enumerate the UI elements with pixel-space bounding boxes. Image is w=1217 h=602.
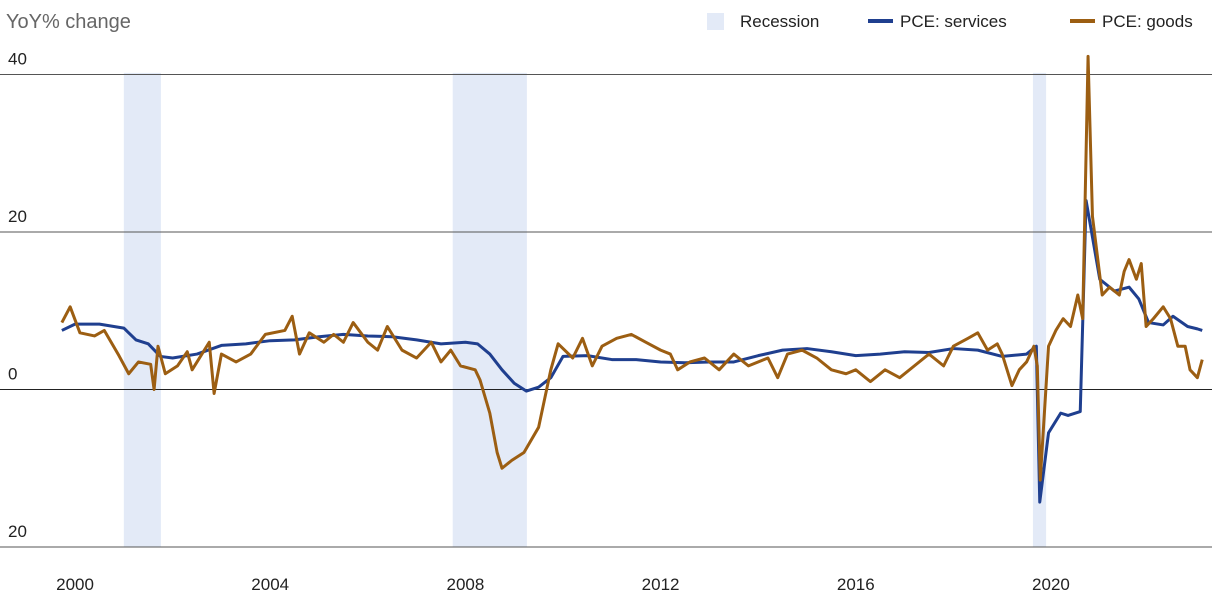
recession-band xyxy=(452,72,527,548)
legend-label: PCE: services xyxy=(900,12,1007,31)
x-tick-label: 2016 xyxy=(837,575,875,594)
x-tick-label: 2020 xyxy=(1032,575,1070,594)
y-tick-label: 20 xyxy=(8,207,27,226)
legend-swatch xyxy=(707,13,724,30)
x-tick-label: 2012 xyxy=(642,575,680,594)
y-axis-label: YoY% change xyxy=(6,11,131,33)
recession-band xyxy=(123,72,161,548)
legend-label: PCE: goods xyxy=(1102,12,1193,31)
y-tick-label: 20 xyxy=(8,522,27,541)
x-tick-label: 2000 xyxy=(56,575,94,594)
x-tick-label: 2004 xyxy=(251,575,289,594)
x-tick-label: 2008 xyxy=(446,575,484,594)
y-tick-label: 40 xyxy=(8,50,27,69)
y-tick-label: 0 xyxy=(8,365,17,384)
series-line xyxy=(60,54,1204,482)
legend-label: Recession xyxy=(740,12,819,31)
